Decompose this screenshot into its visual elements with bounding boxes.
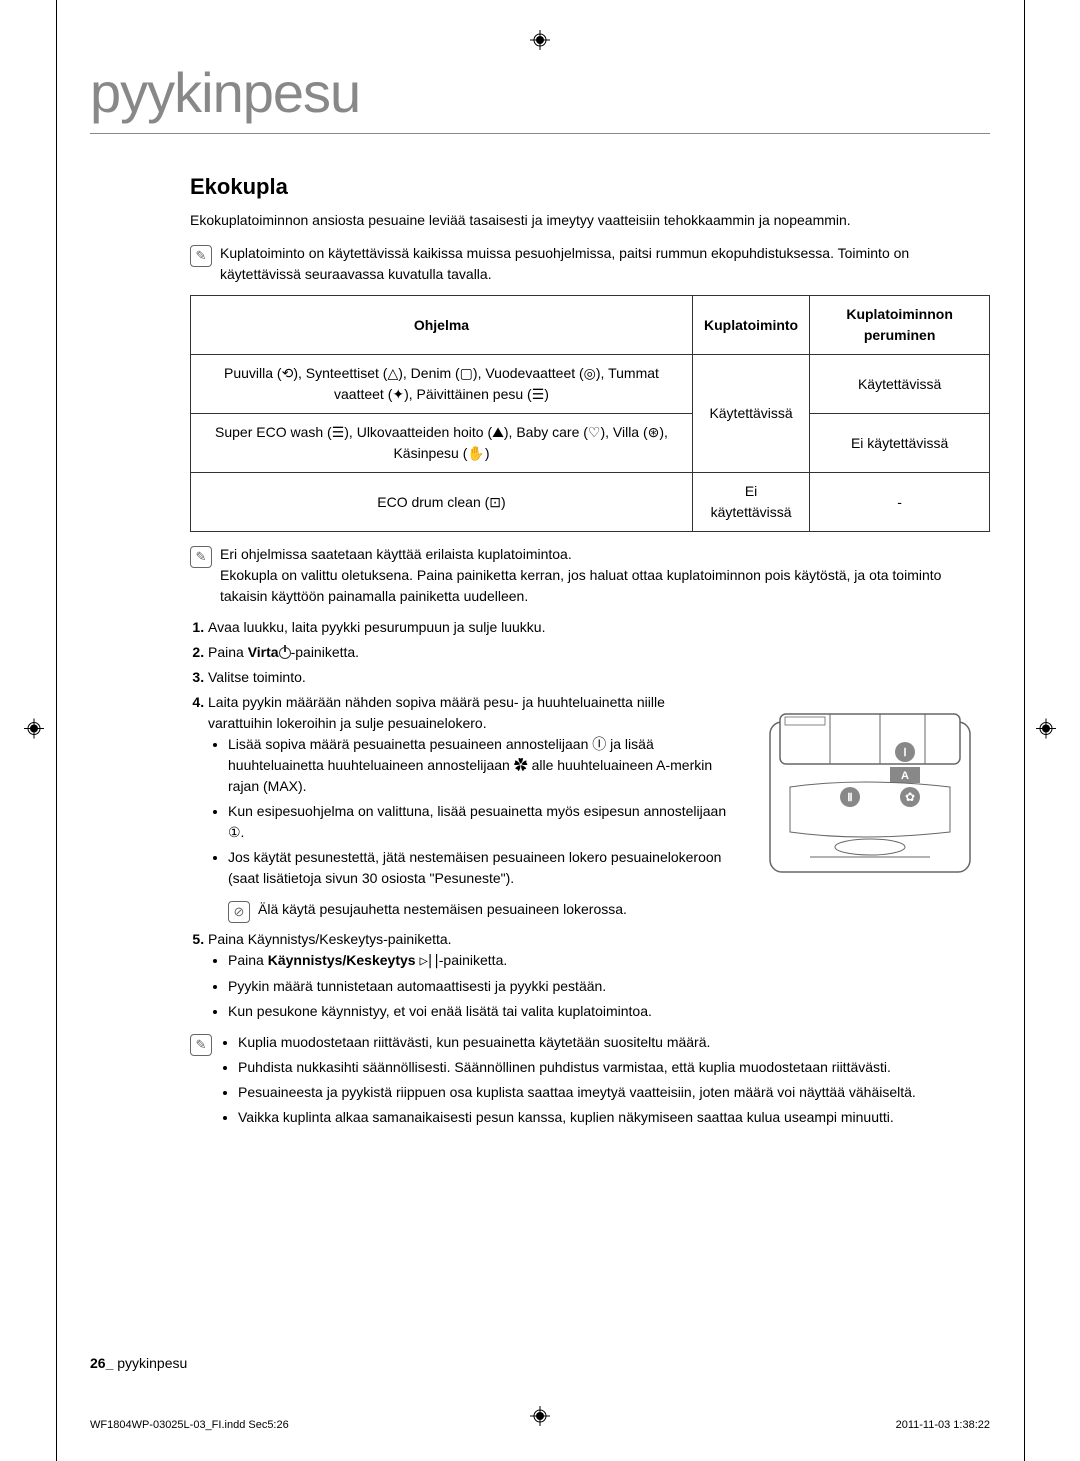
cell-program-3: ECO drum clean (⊡)	[191, 473, 693, 532]
print-file: WF1804WP-03025L-03_FI.indd Sec5:26	[90, 1419, 289, 1431]
intro-text: Ekokuplatoiminnon ansiosta pesuaine levi…	[190, 210, 990, 231]
table-row: Puuvilla (⟲), Synteettiset (△), Denim (▢…	[191, 355, 990, 414]
note-3-bullet-3: Pesuaineesta ja pyykistä riippuen osa ku…	[238, 1082, 916, 1103]
table-header-row: Ohjelma Kuplatoiminto Kuplatoiminnon per…	[191, 296, 990, 355]
step-3: Valitse toiminto.	[208, 667, 990, 688]
page-number: 26_	[90, 1355, 113, 1371]
steps-list: Avaa luukku, laita pyykki pesurumpuun ja…	[208, 617, 990, 1022]
note-3-bullet-1: Kuplia muodostetaan riittävästi, kun pes…	[238, 1032, 916, 1053]
th-bubble: Kuplatoiminto	[692, 296, 809, 355]
detergent-drawer-diagram: Ⅰ A Ⅱ ✿	[750, 692, 990, 892]
note-3: ✎ Kuplia muodostetaan riittävästi, kun p…	[190, 1032, 990, 1132]
print-date: 2011-11-03 1:38:22	[896, 1419, 990, 1431]
note-3-bullet-4: Vaikka kuplinta alkaa samanaikaisesti pe…	[238, 1107, 916, 1128]
svg-text:✿: ✿	[905, 790, 915, 804]
note-3-bullet-2: Puhdista nukkasihti säännöllisesti. Sään…	[238, 1057, 916, 1078]
play-pause-icon: ▷||	[419, 951, 438, 972]
svg-text:A: A	[901, 770, 909, 782]
note-1-text: Kuplatoiminto on käytettävissä kaikissa …	[220, 243, 990, 285]
step-4-bullet-2: Kun esipesuohjelma on valittuna, lisää p…	[228, 801, 730, 843]
table-row: ECO drum clean (⊡) Ei käytettävissä -	[191, 473, 990, 532]
note-2: ✎ Eri ohjelmissa saatetaan käyttää erila…	[190, 544, 990, 607]
th-program: Ohjelma	[191, 296, 693, 355]
cell-program-1: Puuvilla (⟲), Synteettiset (△), Denim (▢…	[191, 355, 693, 414]
step-4-bullet-3: Jos käytät pesunestettä, jätä nestemäise…	[228, 847, 730, 889]
content-block: Ekokuplatoiminnon ansiosta pesuaine levi…	[190, 210, 990, 1132]
crop-line-left	[56, 0, 57, 1461]
step-5-bullet-1: Paina Käynnistys/Keskeytys ▷||-painikett…	[228, 950, 990, 972]
registration-mark-right	[1036, 718, 1056, 743]
th-cancel: Kuplatoiminnon peruminen	[810, 296, 990, 355]
power-icon	[279, 647, 291, 659]
page-title: pyykinpesu	[90, 60, 990, 134]
crop-line-right	[1024, 0, 1025, 1461]
cell-program-2: Super ECO wash (☰), Ulkovaatteiden hoito…	[191, 414, 693, 473]
step-5-bullet-2: Pyykin määrä tunnistetaan automaattisest…	[228, 976, 990, 997]
note-icon: ✎	[190, 1034, 212, 1056]
page-footer: 26_ pyykinpesu	[90, 1355, 187, 1371]
step-5-bullet-3: Kun pesukone käynnistyy, et voi enää lis…	[228, 1001, 990, 1022]
step-4-note: ⊘ Älä käytä pesujauhetta nestemäisen pes…	[228, 899, 990, 923]
step-4: Laita pyykin määrään nähden sopiva määrä…	[208, 692, 990, 923]
cell-cancel-3: -	[810, 473, 990, 532]
warning-icon: ⊘	[228, 901, 250, 923]
cell-bubble-3: Ei käytettävissä	[692, 473, 809, 532]
program-table: Ohjelma Kuplatoiminto Kuplatoiminnon per…	[190, 295, 990, 532]
note-1: ✎ Kuplatoiminto on käytettävissä kaikiss…	[190, 243, 990, 285]
step-4-bullet-1: Lisää sopiva määrä pesuainetta pesuainee…	[228, 734, 730, 797]
cell-bubble-1: Käytettävissä	[692, 355, 809, 473]
page-container: pyykinpesu Ekokupla Ekokuplatoiminnon an…	[0, 0, 1080, 1182]
note-icon: ✎	[190, 245, 212, 267]
section-title: Ekokupla	[190, 174, 990, 200]
registration-mark-top	[530, 30, 550, 55]
step-5: Paina Käynnistys/Keskeytys-painiketta. P…	[208, 929, 990, 1022]
cell-cancel-1: Käytettävissä	[810, 355, 990, 414]
registration-mark-left	[24, 718, 44, 743]
note-2-text: Eri ohjelmissa saatetaan käyttää erilais…	[220, 544, 990, 607]
cell-cancel-2: Ei käytettävissä	[810, 414, 990, 473]
svg-text:Ⅰ: Ⅰ	[903, 747, 906, 759]
print-metadata: WF1804WP-03025L-03_FI.indd Sec5:26 2011-…	[90, 1419, 990, 1431]
step-1: Avaa luukku, laita pyykki pesurumpuun ja…	[208, 617, 990, 638]
note-icon: ✎	[190, 546, 212, 568]
footer-label: pyykinpesu	[117, 1355, 187, 1371]
step-2: Paina Virta-painiketta.	[208, 642, 990, 663]
table-row: Super ECO wash (☰), Ulkovaatteiden hoito…	[191, 414, 990, 473]
svg-text:Ⅱ: Ⅱ	[847, 792, 852, 804]
